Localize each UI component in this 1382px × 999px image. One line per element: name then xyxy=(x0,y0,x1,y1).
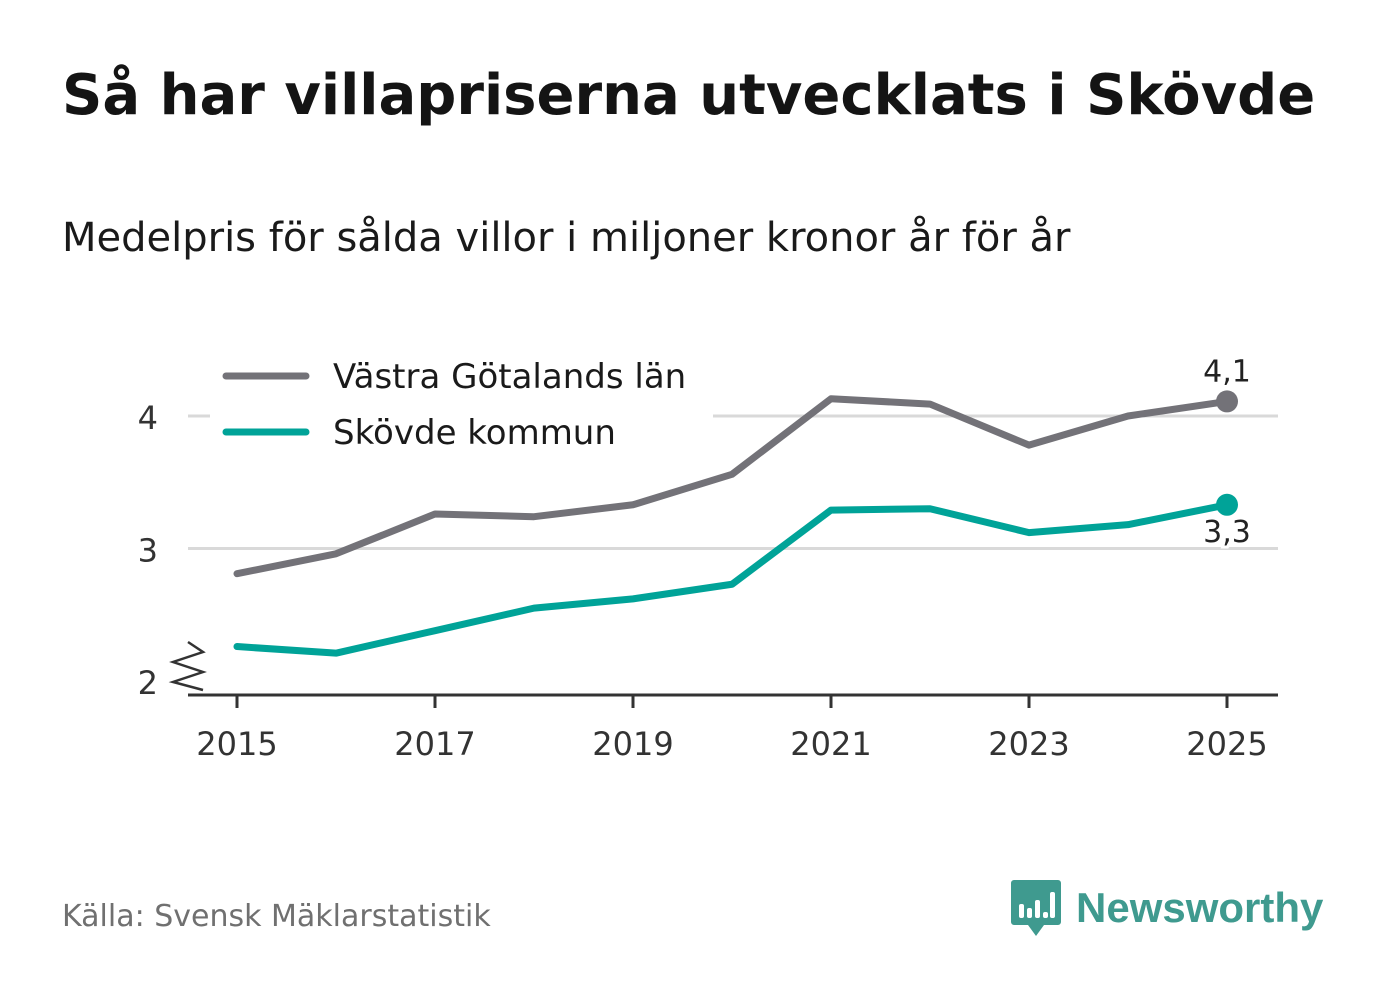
legend: Västra Götalands län Skövde kommun xyxy=(210,350,713,460)
series-end-point-0 xyxy=(1216,390,1238,413)
legend-background xyxy=(210,350,713,460)
source-note: Källa: Svensk Mäklarstatistik xyxy=(62,899,491,934)
series-end-label-1: 3,3 xyxy=(1203,515,1251,550)
axis-break-icon xyxy=(168,640,207,692)
legend-label-0: Västra Götalands län xyxy=(333,357,686,397)
y-tick-label: 2 xyxy=(138,664,158,702)
y-tick-label: 4 xyxy=(138,399,158,437)
series-lines: 4,1 3,3 xyxy=(233,351,1254,657)
x-tick-label: 2019 xyxy=(592,725,673,763)
series-line-0 xyxy=(233,395,1231,578)
x-tick-label: 2021 xyxy=(790,725,871,763)
line-chart: 2 3 4 2015 2017 2019 2021 2023 2025 4,1 3,3 Västr… xyxy=(137,350,1278,763)
y-tick-label: 3 xyxy=(138,532,158,570)
legend-label-1: Skövde kommun xyxy=(333,413,616,453)
chart-title: Så har villapriserna utvecklats i Skövde xyxy=(62,63,1316,128)
x-tick-label: 2017 xyxy=(394,725,475,763)
series-end-label-0: 4,1 xyxy=(1203,354,1251,389)
newsworthy-logo-text: Newsworthy xyxy=(1076,884,1324,931)
x-tick-label: 2023 xyxy=(988,725,1069,763)
newsworthy-logo[interactable]: Newsworthy xyxy=(1010,878,1323,938)
axes: 2 3 4 2015 2017 2019 2021 2023 2025 xyxy=(138,399,1278,763)
series-end-point-1 xyxy=(1216,493,1238,516)
newsworthy-logo-icon xyxy=(1011,880,1061,936)
x-tick-label: 2015 xyxy=(196,725,277,763)
chart-subtitle: Medelpris för sålda villor i miljoner kr… xyxy=(62,215,1071,261)
x-tick-label: 2025 xyxy=(1186,725,1267,763)
series-line-1 xyxy=(233,501,1231,657)
